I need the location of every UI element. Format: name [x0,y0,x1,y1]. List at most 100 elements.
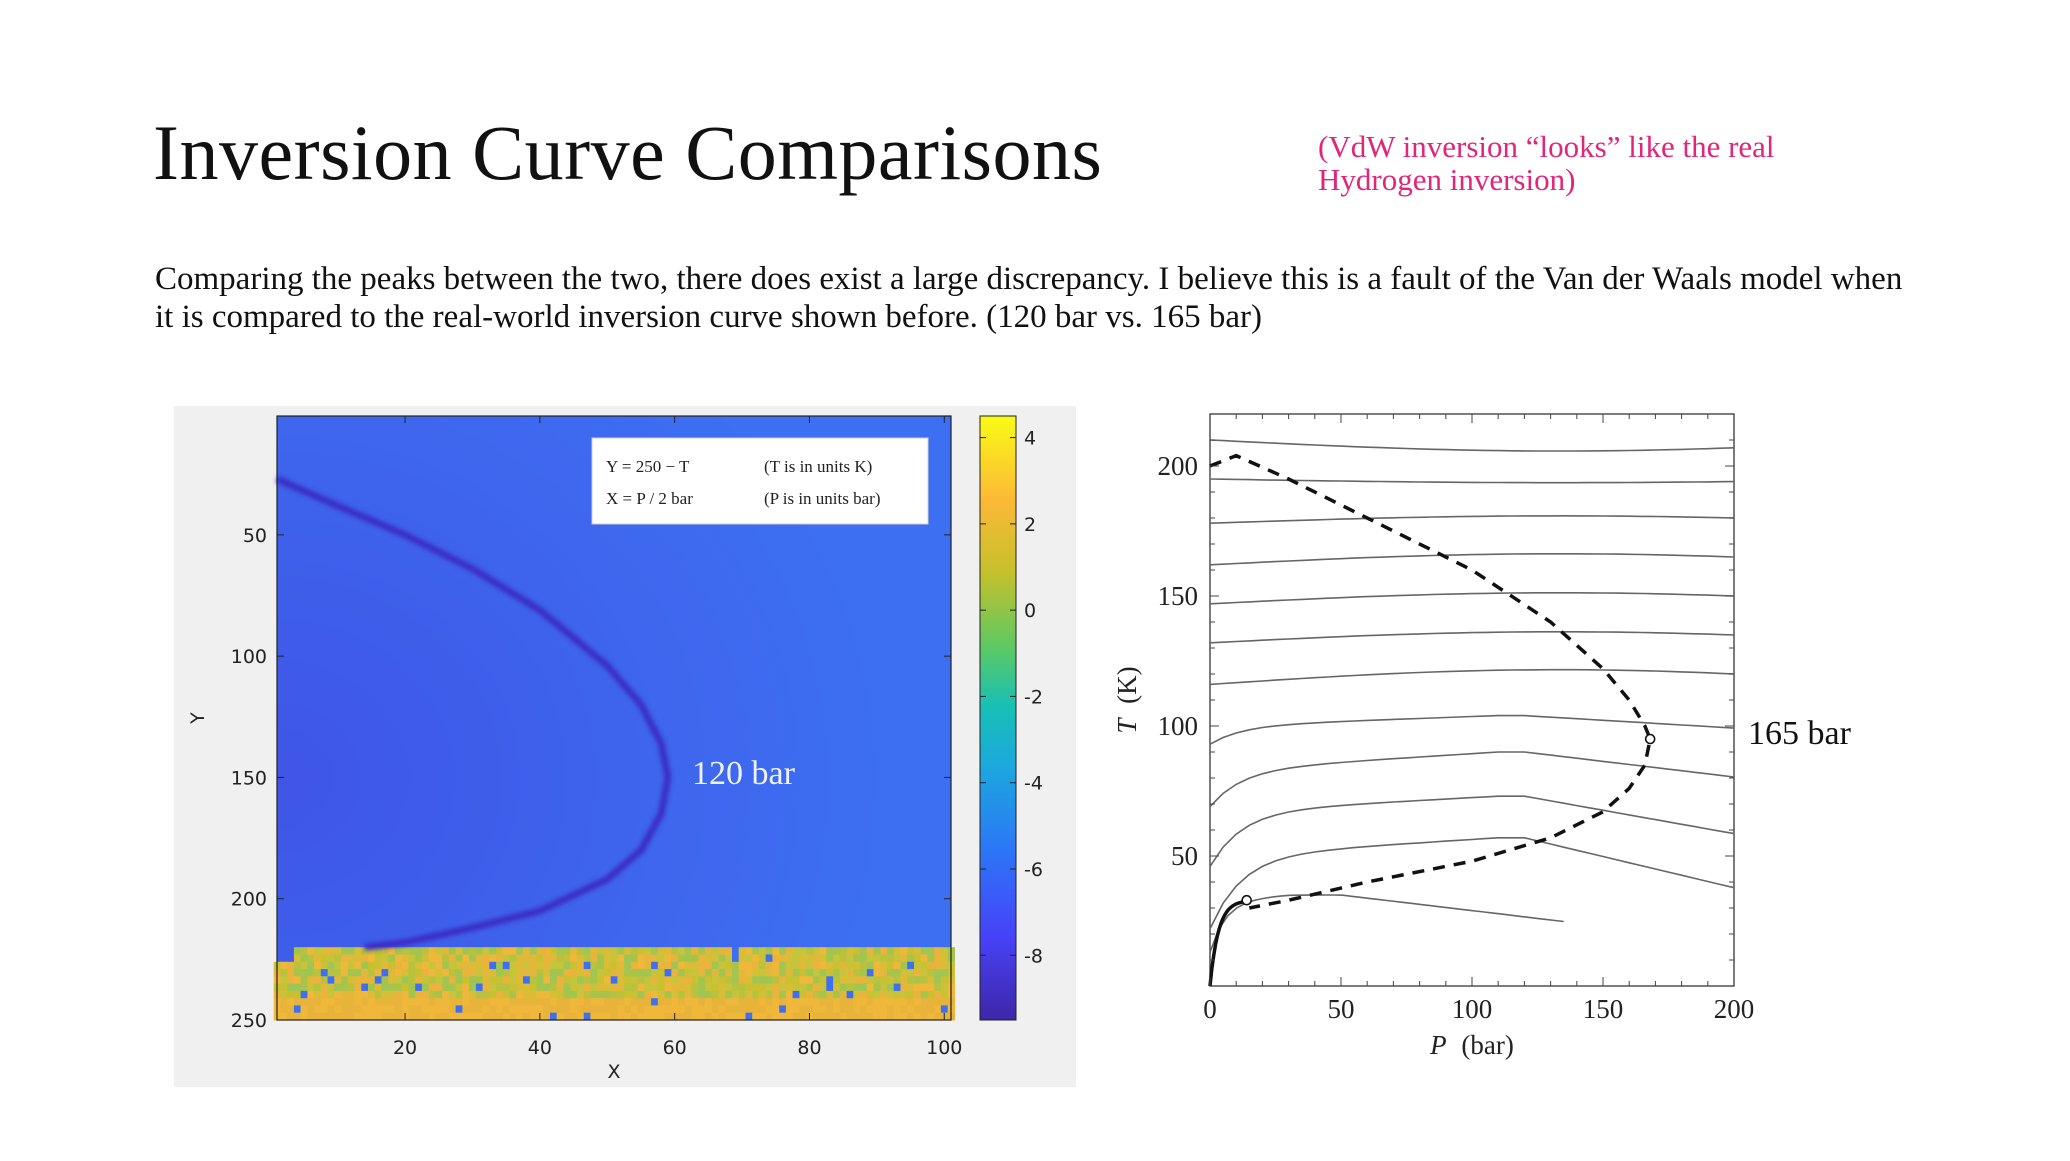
noise-cell [516,998,524,1006]
noise-cell [307,1005,315,1014]
noise-cell [860,998,868,1006]
noise-cell [523,998,531,1006]
noise-cell [475,998,484,1006]
noise-cell [502,969,511,977]
noise-cell [657,998,666,1006]
isenthalp-line [1209,514,1735,524]
noise-cell [428,990,436,999]
noise-cell [421,969,430,977]
noise-cell [927,983,935,992]
noise-cell [927,961,935,970]
noise-cell [853,969,861,977]
noise-cell [738,969,746,977]
noise-cell [711,969,720,977]
noise-cell [381,983,389,992]
noise-cell [887,998,895,1006]
real-x-tick-label: 100 [1452,994,1493,1024]
noise-cell [826,1012,834,1021]
noise-cell [678,990,686,999]
noise-cell [556,1005,564,1014]
real-x-tick-label: 50 [1328,994,1355,1024]
noise-cell [320,1005,329,1014]
noise-cell [509,1012,517,1021]
noise-cell [603,961,612,970]
noise-cell [395,976,403,985]
noise-cell [293,1005,302,1014]
noise-cell [826,990,834,999]
noise-cell [752,998,760,1006]
noise-cell [496,1005,504,1014]
noise-cell [502,947,511,955]
noise-cell [516,947,524,955]
noise-cell [462,1005,470,1014]
noise-cell [651,1005,659,1014]
noise-cell [462,990,470,999]
noise-cell [550,983,558,992]
noise-cell [354,961,362,970]
noise-cell [833,990,841,999]
noise-cell [920,961,928,970]
noise-cell [617,954,625,963]
noise-cell [752,969,760,977]
noise-cell [880,969,888,977]
noise-cell [536,976,544,985]
noise-cell [657,983,666,992]
noise-cell [678,961,686,970]
noise-cell [327,961,335,970]
noise-cell [388,983,396,992]
noise-cell [374,990,383,999]
noise-cell [368,969,376,977]
noise-cell [442,954,450,963]
noise-cell [509,969,517,977]
noise-cell [563,976,571,985]
noise-cell [758,1005,767,1014]
noise-cell [846,1012,854,1021]
noise-cell [516,983,524,992]
noise-cell [603,969,612,977]
noise-cell [657,1012,666,1021]
noise-cell [920,1012,928,1021]
noise-cell [590,990,598,999]
noise-cell [448,961,457,970]
noise-cell [887,990,895,999]
noise-cell [880,990,888,999]
noise-cell [550,961,558,970]
noise-cell [765,1005,773,1014]
noise-cell [799,954,807,963]
noise-cell [846,998,854,1006]
noise-cell [354,1012,362,1021]
noise-cell [785,990,794,999]
noise-cell [779,1012,787,1021]
noise-cell [361,1005,369,1014]
noise-cell [556,969,564,977]
noise-cell [354,947,362,955]
noise-cell [617,1012,625,1021]
noise-cell [853,998,861,1006]
noise-cell [374,954,383,963]
noise-cell [556,954,564,963]
noise-cell [280,998,288,1006]
noise-cell [718,1005,726,1014]
noise-cell [657,976,666,985]
noise-cell [846,969,854,977]
noise-cell [866,947,875,955]
noise-cell [637,1012,645,1021]
noise-cell [469,990,477,999]
heatmap-x-tick-label: 20 [393,1037,417,1059]
noise-cell [550,947,558,955]
noise-cell [907,990,915,999]
noise-cell [448,1005,457,1014]
noise-cell [637,1005,645,1014]
noise-cell [698,969,706,977]
noise-cell [624,1005,632,1014]
noise-cell [307,1012,315,1021]
noise-cell [624,954,632,963]
noise-cell [428,1005,436,1014]
noise-cell [610,998,618,1006]
noise-cell [900,1005,908,1014]
noise-cell [529,990,538,999]
noise-cell [839,1005,848,1014]
noise-cell [779,983,787,992]
noise-cell [752,976,760,985]
